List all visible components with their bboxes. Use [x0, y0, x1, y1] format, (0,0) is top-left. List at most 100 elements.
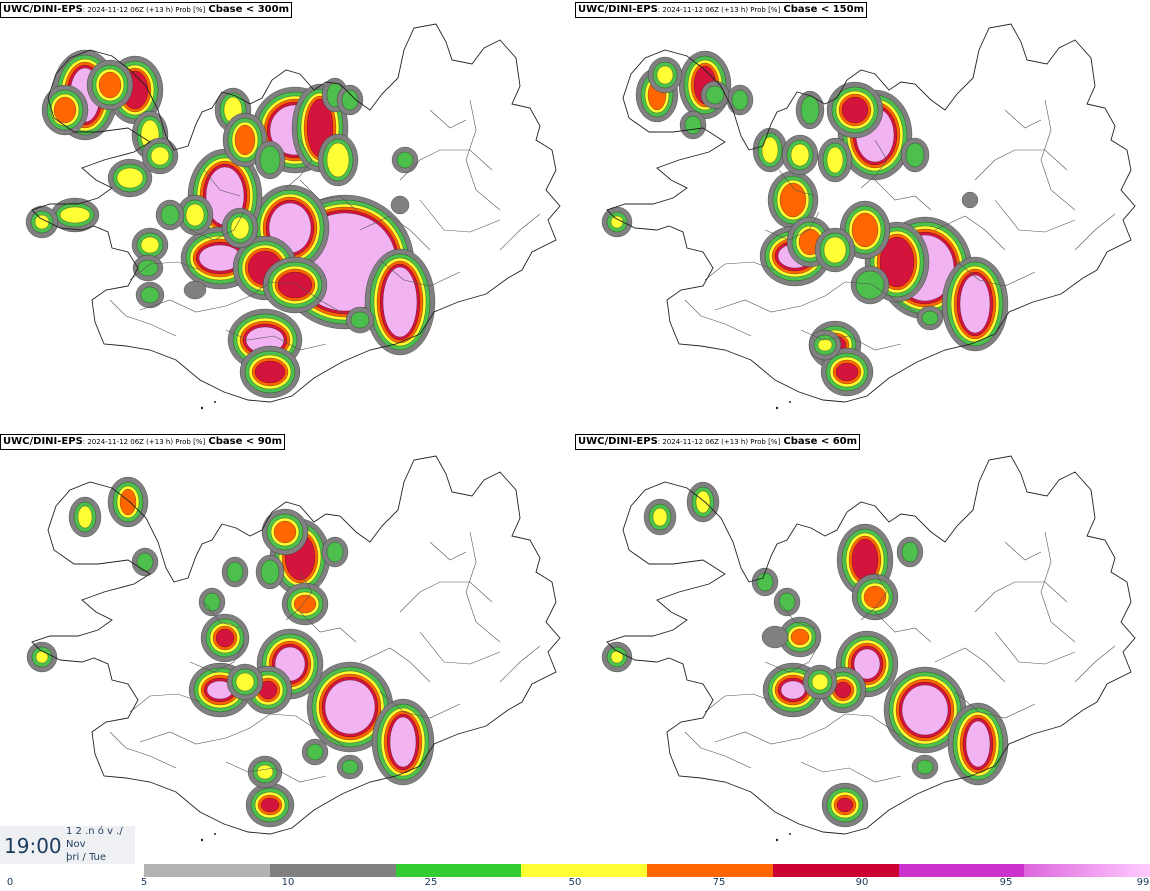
- probability-contour: [834, 681, 852, 699]
- road-line: [429, 109, 467, 129]
- coastline: [606, 23, 1136, 403]
- road-line: [465, 531, 501, 643]
- road-network: [109, 531, 541, 783]
- colorbar-segment: [898, 864, 1025, 877]
- probability-contour: [863, 585, 887, 609]
- iceland-map: [25, 23, 561, 410]
- island-dot: [775, 838, 779, 842]
- road-network: [109, 99, 541, 351]
- probability-contour: [260, 559, 280, 585]
- road-line: [764, 211, 820, 241]
- road-line: [285, 139, 313, 189]
- probability-contour: [140, 286, 160, 304]
- island-dot: [789, 401, 791, 403]
- probability-field: [601, 50, 1009, 397]
- probability-contour: [811, 673, 829, 691]
- coastline: [606, 455, 1136, 835]
- probability-contour: [136, 552, 154, 572]
- probability-contour: [234, 124, 256, 156]
- probability-contour: [277, 271, 313, 299]
- valid-date-line3: þri / Tue: [66, 852, 107, 863]
- colorbar-segment: [395, 864, 522, 877]
- panel-title: UWC/DINI-EPS: 2024-11-12 06Z (+13 h) Pro…: [575, 2, 868, 18]
- road-line: [704, 261, 776, 281]
- panel-title: UWC/DINI-EPS: 2024-11-12 06Z (+13 h) Pro…: [0, 434, 286, 450]
- road-line: [299, 611, 357, 643]
- probability-contour: [256, 764, 274, 780]
- probability-contour: [756, 572, 774, 592]
- road-line: [399, 581, 493, 613]
- probability-contour: [116, 167, 144, 189]
- road-line: [189, 211, 245, 241]
- probability-contour: [203, 592, 221, 612]
- probability-contour: [150, 146, 170, 166]
- probability-contour: [160, 204, 180, 226]
- road-line: [684, 299, 752, 337]
- road-line: [225, 761, 327, 783]
- colorbar-tick-label: 75: [712, 877, 726, 888]
- probability-contour: [137, 259, 159, 277]
- road-line: [824, 281, 920, 315]
- probability-contour: [350, 311, 370, 329]
- road-line: [285, 571, 313, 621]
- probability-contour: [835, 362, 859, 382]
- probability-contour: [389, 716, 417, 768]
- probability-contour: [965, 720, 991, 768]
- probability-contour: [790, 628, 810, 646]
- probability-contour: [235, 672, 255, 692]
- road-line: [860, 139, 888, 189]
- road-line: [1004, 109, 1042, 129]
- probability-contour: [684, 115, 702, 135]
- colorbar-segment: [521, 864, 647, 877]
- road-line: [129, 261, 201, 281]
- road-line: [359, 215, 431, 251]
- probability-contour: [259, 145, 281, 175]
- probability-contour: [215, 628, 235, 648]
- road-line: [359, 647, 431, 683]
- road-line: [109, 731, 177, 769]
- probability-contour: [901, 541, 919, 563]
- probability-contour: [855, 270, 885, 300]
- probability-field: [26, 476, 435, 828]
- colorbar-segment: [772, 864, 899, 877]
- road-line: [800, 329, 902, 351]
- map-panel-90m: UWC/DINI-EPS: 2024-11-12 06Z (+13 h) Pro…: [0, 432, 575, 864]
- probability-contour: [185, 203, 205, 227]
- probability-contour: [800, 95, 820, 125]
- probability-contour: [382, 266, 418, 338]
- probability-contour: [652, 507, 668, 527]
- probability-contour: [390, 195, 410, 215]
- road-line: [934, 647, 1006, 683]
- probability-contour: [879, 236, 915, 288]
- road-line: [874, 179, 932, 211]
- road-line: [189, 643, 245, 673]
- probability-contour: [959, 274, 991, 334]
- probability-contour: [59, 206, 91, 224]
- probability-contour: [780, 680, 806, 700]
- probability-contour: [273, 520, 297, 544]
- probability-contour: [341, 89, 359, 111]
- probability-contour: [230, 216, 250, 240]
- road-line: [974, 149, 1068, 181]
- road-line: [499, 645, 541, 683]
- probability-contour: [254, 360, 286, 384]
- road-line: [1040, 99, 1076, 211]
- road-line: [704, 693, 776, 713]
- panel-title: UWC/DINI-EPS: 2024-11-12 06Z (+13 h) Pro…: [0, 2, 293, 18]
- probability-contour: [326, 541, 344, 563]
- probability-field: [25, 49, 436, 399]
- valid-date-line2: Nov: [66, 839, 86, 850]
- probability-contour: [916, 759, 934, 775]
- road-line: [764, 643, 820, 673]
- probability-contour: [817, 338, 833, 352]
- probability-contour: [961, 191, 979, 209]
- probability-contour: [853, 648, 881, 680]
- island-dot: [775, 406, 779, 410]
- colorbar-segment: [1024, 864, 1150, 877]
- probability-field: [601, 481, 1009, 828]
- map-panel-300m: UWC/DINI-EPS: 2024-11-12 06Z (+13 h) Pro…: [0, 0, 575, 432]
- road-line: [419, 631, 501, 665]
- road-network: [684, 531, 1116, 783]
- colorbar-segment: [269, 864, 396, 877]
- colorbar-tick-label: 50: [568, 877, 582, 888]
